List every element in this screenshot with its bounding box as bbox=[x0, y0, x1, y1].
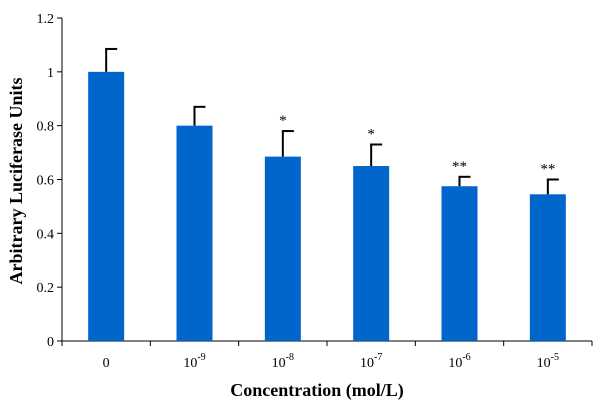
significance-marker: * bbox=[367, 127, 375, 143]
significance-marker: ** bbox=[540, 162, 555, 178]
x-tick-label: 10-6 bbox=[448, 352, 470, 371]
y-tick-label: 1 bbox=[47, 66, 54, 81]
bars bbox=[88, 71, 566, 342]
x-tick-label-base: 10 bbox=[360, 356, 374, 371]
bar bbox=[529, 194, 566, 341]
x-tick-label-exponent: -5 bbox=[551, 352, 559, 363]
bar bbox=[88, 71, 125, 341]
bar bbox=[176, 125, 213, 342]
x-tick-label-base: 10 bbox=[537, 356, 551, 371]
y-tick-label: 1.2 bbox=[37, 12, 55, 27]
significance-marker: ** bbox=[452, 159, 467, 175]
error-bars bbox=[105, 47, 559, 195]
x-tick-label-exponent: -7 bbox=[374, 352, 382, 363]
y-tick-label: 0.4 bbox=[37, 227, 55, 242]
x-axis-title: Concentration (mol/L) bbox=[230, 380, 403, 401]
x-tick-label: 10-5 bbox=[537, 352, 559, 371]
x-tick-label-exponent: -9 bbox=[197, 352, 205, 363]
y-tick-label: 0.2 bbox=[37, 281, 55, 296]
x-tick-label-base: 10 bbox=[272, 356, 286, 371]
y-tick-label: 0.8 bbox=[37, 120, 55, 135]
y-tick-label: 0.6 bbox=[37, 174, 55, 189]
y-axis: 0 0.2 0.4 0.6 0.8 1 1.2 bbox=[37, 12, 63, 350]
x-tick-label: 0 bbox=[103, 356, 110, 371]
y-axis-title: Arbitrary Luciferase Units bbox=[6, 78, 26, 285]
x-tick-label-exponent: -8 bbox=[286, 352, 294, 363]
significance-marker: * bbox=[279, 113, 287, 129]
x-tick-label-base: 10 bbox=[183, 356, 197, 371]
x-tick-label-exponent: -6 bbox=[462, 352, 470, 363]
bar bbox=[441, 186, 478, 341]
significance-markers: **** ** bbox=[279, 113, 555, 177]
x-tick-label: 10-7 bbox=[360, 352, 382, 371]
x-tick-label-base: 10 bbox=[448, 356, 462, 371]
x-tick-label: 10-9 bbox=[183, 352, 205, 371]
x-axis: 0 10-9 10-8 10-7 10-6 10-5 bbox=[61, 340, 593, 371]
bar bbox=[264, 156, 301, 341]
x-tick-label: 10-8 bbox=[272, 352, 294, 371]
y-tick-label: 0 bbox=[47, 335, 54, 350]
bar bbox=[353, 166, 390, 341]
x-tick-label-base: 0 bbox=[103, 356, 110, 371]
